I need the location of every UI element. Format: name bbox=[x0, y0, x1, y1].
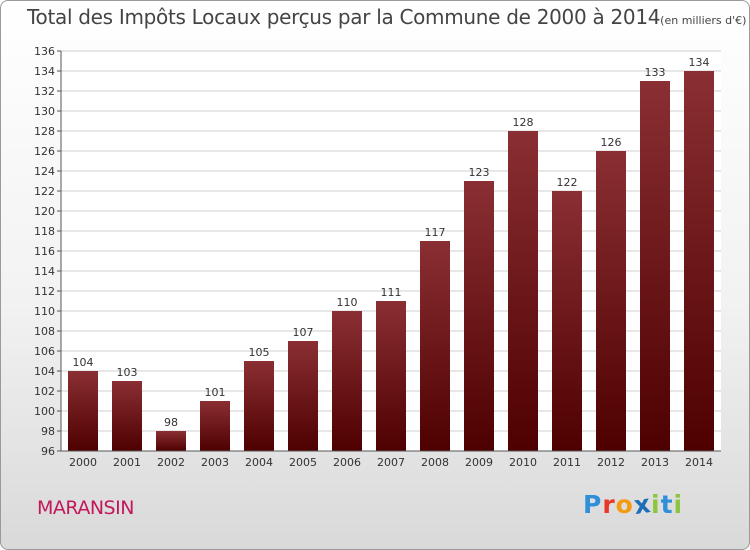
logo-letter: x bbox=[631, 488, 653, 521]
bar bbox=[640, 81, 670, 451]
data-label: 101 bbox=[205, 386, 226, 399]
logo-letter: P bbox=[583, 490, 603, 519]
bar bbox=[376, 301, 406, 451]
data-label: 105 bbox=[249, 346, 270, 359]
data-labels: 104 103 98 101 105 107 110 111 117 123 128 122 126 13… bbox=[73, 56, 710, 429]
y-tick-label: 102 bbox=[34, 385, 55, 398]
data-label: 123 bbox=[469, 166, 490, 179]
x-tick-label: 2005 bbox=[289, 456, 317, 469]
bars bbox=[68, 71, 714, 451]
y-tick-label: 118 bbox=[34, 225, 55, 238]
bar bbox=[112, 381, 142, 451]
logo-letter: i bbox=[673, 490, 684, 519]
bar bbox=[596, 151, 626, 451]
y-tick-label: 132 bbox=[34, 85, 55, 98]
bar bbox=[332, 311, 362, 451]
data-label: 103 bbox=[117, 366, 138, 379]
y-tick-label: 114 bbox=[34, 265, 55, 278]
y-tick-label: 106 bbox=[34, 345, 55, 358]
bar bbox=[464, 181, 494, 451]
x-tick-label: 2014 bbox=[685, 456, 713, 469]
y-tick-label: 104 bbox=[34, 365, 55, 378]
x-tick-label: 2012 bbox=[597, 456, 625, 469]
y-tick-label: 108 bbox=[34, 325, 55, 338]
y-tick-label: 128 bbox=[34, 125, 55, 138]
y-tick-label: 110 bbox=[34, 305, 55, 318]
y-tick-label: 96 bbox=[41, 445, 55, 458]
x-tick-label: 2003 bbox=[201, 456, 229, 469]
data-label: 117 bbox=[425, 226, 446, 239]
proxiti-logo: Proxiti bbox=[583, 488, 684, 521]
y-tick-label: 98 bbox=[41, 425, 55, 438]
y-tick-label: 112 bbox=[34, 285, 55, 298]
bar bbox=[156, 431, 186, 451]
x-axis: 2000 2001 2002 2003 2004 2005 2006 2007 2008 2009… bbox=[61, 450, 721, 469]
data-label: 104 bbox=[73, 356, 94, 369]
y-tick-label: 136 bbox=[34, 45, 55, 58]
y-tick-label: 124 bbox=[34, 165, 55, 178]
y-tick-label: 122 bbox=[34, 185, 55, 198]
x-tick-label: 2013 bbox=[641, 456, 669, 469]
data-label: 98 bbox=[164, 416, 178, 429]
logo-letter: i bbox=[651, 490, 661, 519]
bar bbox=[420, 241, 450, 451]
data-label: 133 bbox=[645, 66, 666, 79]
chart-title: Total des Impôts Locaux perçus par la Co… bbox=[27, 5, 746, 29]
x-tick-label: 2001 bbox=[113, 456, 141, 469]
bar bbox=[508, 131, 538, 451]
bar bbox=[68, 371, 98, 451]
y-axis: 96 98 100 102 104 106 108 110 112 114 116 118 120 122… bbox=[34, 45, 62, 458]
data-label: 122 bbox=[557, 176, 578, 189]
x-tick-label: 2006 bbox=[333, 456, 361, 469]
x-tick-label: 2009 bbox=[465, 456, 493, 469]
y-tick-label: 130 bbox=[34, 105, 55, 118]
logo-letter: o bbox=[615, 490, 634, 519]
bar bbox=[684, 71, 714, 451]
commune-name: MARANSIN bbox=[37, 497, 134, 519]
data-label: 107 bbox=[293, 326, 314, 339]
x-tick-label: 2007 bbox=[377, 456, 405, 469]
x-tick-label: 2008 bbox=[421, 456, 449, 469]
y-tick-label: 116 bbox=[34, 245, 55, 258]
y-tick-label: 134 bbox=[34, 65, 55, 78]
bar bbox=[200, 401, 230, 451]
x-tick-label: 2000 bbox=[69, 456, 97, 469]
data-label: 134 bbox=[689, 56, 710, 69]
y-tick-label: 100 bbox=[34, 405, 55, 418]
data-label: 110 bbox=[337, 296, 358, 309]
logo-letter: r bbox=[602, 490, 616, 519]
x-tick-label: 2002 bbox=[157, 456, 185, 469]
x-tick-label: 2004 bbox=[245, 456, 273, 469]
logo-letter: t bbox=[660, 490, 674, 519]
bar bbox=[552, 191, 582, 451]
data-label: 128 bbox=[513, 116, 534, 129]
bar bbox=[244, 361, 274, 451]
data-label: 126 bbox=[601, 136, 622, 149]
y-tick-label: 126 bbox=[34, 145, 55, 158]
x-tick-label: 2011 bbox=[553, 456, 581, 469]
y-tick-label: 120 bbox=[34, 205, 55, 218]
bar bbox=[288, 341, 318, 451]
chart-title-text: Total des Impôts Locaux perçus par la Co… bbox=[27, 5, 661, 29]
x-tick-label: 2010 bbox=[509, 456, 537, 469]
data-label: 111 bbox=[381, 286, 402, 299]
chart-unit-label: (en milliers d'€) bbox=[660, 14, 747, 27]
